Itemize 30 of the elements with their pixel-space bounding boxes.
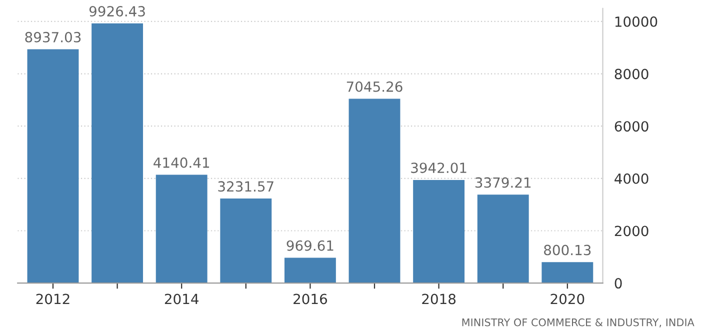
text: MINISTRY OF COMMERCE & INDUSTRY, INDIA <box>462 318 694 328</box>
bar <box>477 194 529 284</box>
bar <box>348 98 400 284</box>
x-tick-label: 2018 <box>422 294 456 304</box>
bar <box>92 23 144 284</box>
bar <box>542 262 594 284</box>
y-tick-label: 2000 <box>614 226 648 236</box>
bar <box>156 174 208 284</box>
data-label: 3379.21 <box>475 177 531 188</box>
data-label: 969.61 <box>286 240 334 251</box>
data-label: 4140.41 <box>154 157 210 168</box>
bar <box>27 49 79 284</box>
data-label: 3231.57 <box>218 181 274 192</box>
data-label: 9926.43 <box>89 6 145 17</box>
bar <box>413 180 465 284</box>
data-label: 3942.01 <box>411 162 466 174</box>
x-tick-label: 2016 <box>294 294 327 304</box>
x-tick-label: 2014 <box>164 294 198 304</box>
data-label: 7045.26 <box>346 81 402 92</box>
data-label: 8937.03 <box>25 32 81 42</box>
y-tick-label: 10000 <box>615 16 658 27</box>
x-tick-label: 2020 <box>550 294 584 304</box>
y-tick-label: 8000 <box>614 68 648 80</box>
x-tick-label: 2012 <box>36 294 70 304</box>
y-tick-label: 6000 <box>614 121 648 132</box>
data-label: 800.13 <box>544 244 591 256</box>
y-tick-label: 0 <box>614 278 622 289</box>
bar <box>284 258 336 284</box>
bar <box>220 198 272 284</box>
y-tick-label: 4000 <box>614 173 648 184</box>
